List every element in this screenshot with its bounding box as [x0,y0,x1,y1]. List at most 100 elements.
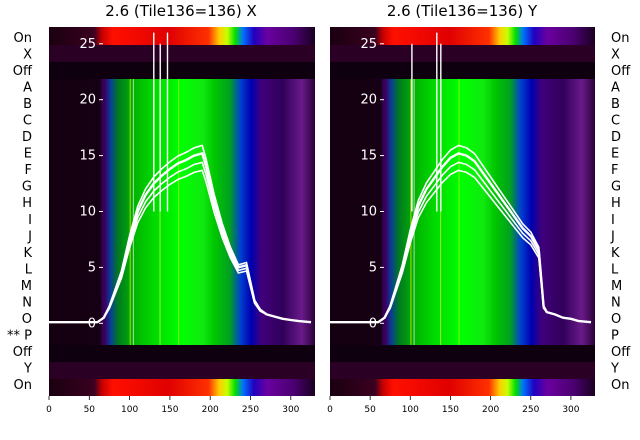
row-label: G [22,180,32,195]
heatmap-band-off-top [330,62,595,79]
row-label: Off [611,345,631,360]
row-label: D [611,130,621,145]
heatmap-band-x [49,362,315,379]
y-tick-label: 15 [360,149,377,164]
row-label: B [611,97,620,112]
row-label: H [611,196,621,211]
row-label: M [611,279,622,294]
y-tick-label: 10 [360,205,377,220]
y-tick-label: 25 [360,37,377,52]
heatmap-dark-left [330,79,383,345]
x-tick-label: 150 [442,405,459,415]
row-label: L [25,262,33,277]
chart-title-x: 2.6 (Tile136=136) X [105,2,256,20]
row-label: Y [23,361,32,376]
row-label: H [22,196,32,211]
x-tick-label: 300 [562,405,579,415]
x-ticks-y: 0 50 100 150 200 250 300 [327,396,580,415]
row-label: E [24,147,32,162]
y-tick-label: 15 [79,149,96,164]
row-label: On [611,378,629,393]
row-label: On [14,378,32,393]
row-label: F [25,163,32,178]
row-label: N [22,295,32,310]
y-tick-label: 5 [369,260,377,275]
row-label: Off [611,64,631,79]
heatmap-column-2 [440,79,442,345]
heatmap-column-0 [410,79,412,345]
heatmap-band-bottom [330,379,595,396]
row-label: K [23,246,32,261]
y-tick-label: 25 [79,37,96,52]
heatmap-band-top [49,27,315,45]
heatmap-dark-left [49,79,102,345]
row-label: C [611,114,620,129]
y-tick-label: 20 [79,93,96,108]
x-tick-label: 50 [364,405,376,415]
row-label: C [23,114,32,129]
chart-title-y: 2.6 (Tile136=136) Y [387,2,538,20]
row-label: I [611,213,615,228]
heatmap-y [330,27,595,396]
heatmap-column-3 [458,79,460,345]
row-label: X [23,48,32,63]
heatmap-band-x [330,362,595,379]
row-label: B [23,97,32,112]
row-label: On [611,31,629,46]
row-label: E [611,147,619,162]
y-tick-label: 20 [360,93,377,108]
heatmap-column-3 [177,79,180,345]
x-ticks-x: 0 50 100 150 200 250 300 [46,396,300,415]
heatmap-band-bottom [49,379,315,396]
heatmap-column-2 [159,79,161,345]
row-label: J [610,229,615,244]
x-tick-label: 300 [282,405,299,415]
y-ticks-y: 0 5 10 15 20 25 [360,37,384,331]
y-tick-label: 0 [369,316,377,331]
row-label: I [28,213,32,228]
x-tick-label: 200 [482,405,499,415]
heatmap-band-off-bottom [49,345,315,362]
y-tick-label: 10 [79,205,96,220]
trace-line-0-3 [49,169,312,324]
row-label: A [611,81,620,96]
row-label: K [611,246,620,261]
heatmap-x [49,27,315,396]
row-label: M [21,279,32,294]
row-label: X [611,48,620,63]
heatmap-column-1 [132,79,135,345]
row-label: G [611,180,621,195]
x-tick-label: 0 [327,405,333,415]
x-tick-label: 50 [84,405,96,415]
row-label: P [611,328,619,343]
heatmap-column-0 [129,79,131,345]
x-tick-label: 150 [161,405,178,415]
x-tick-label: 100 [121,405,138,415]
row-label: N [611,295,621,310]
row-label: Off [13,64,33,79]
x-tick-label: 250 [522,405,539,415]
row-label: O [22,312,32,327]
y-ticks-x: 0 5 10 15 20 25 [79,37,103,331]
trace-lines-x [49,32,312,324]
row-label: J [27,229,32,244]
x-tick-label: 200 [202,405,219,415]
row-label: F [611,163,618,178]
y-tick-label: 5 [88,260,96,275]
heatmap-band-y [49,45,315,62]
row-label: On [14,31,32,46]
x-tick-label: 250 [242,405,259,415]
heatmap-band-y [330,45,595,62]
row-label: ** P [7,328,32,343]
row-label: A [23,81,32,96]
row-label: D [22,130,32,145]
row-label: Y [610,361,619,376]
y-tick-label: 0 [88,316,96,331]
heatmap-column-1 [413,79,415,345]
trace-line-0-3 [330,169,592,324]
trace-lines-y [330,32,592,324]
